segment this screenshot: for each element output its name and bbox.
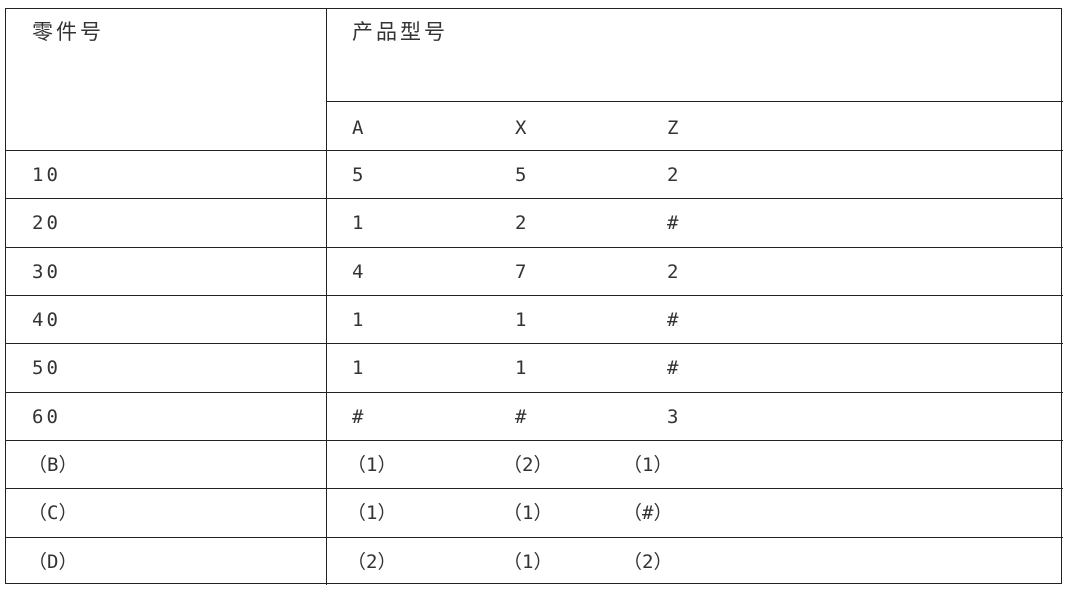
row-divider [5, 343, 1063, 344]
quantity-cell: （1） [623, 454, 673, 476]
parts-table [5, 8, 1062, 584]
part-number-cell: 50 [32, 357, 61, 379]
row-divider [5, 150, 1063, 151]
quantity-cell: （1） [347, 454, 397, 476]
quantity-cell: （1） [503, 502, 553, 524]
quantity-cell: # [667, 309, 679, 331]
quantity-cell: 4 [352, 261, 364, 283]
quantity-cell: （#） [623, 502, 673, 524]
row-divider [5, 488, 1063, 489]
row-divider [5, 295, 1063, 296]
row-divider [5, 198, 1063, 199]
header-part-no: 零件号 [32, 20, 104, 44]
row-divider [5, 537, 1063, 538]
quantity-cell: 1 [352, 309, 364, 331]
header-model-x: X [515, 117, 527, 139]
part-number-cell: 10 [32, 164, 61, 186]
quantity-cell: （2） [623, 551, 673, 573]
quantity-cell: （1） [347, 502, 397, 524]
quantity-cell: 1 [515, 309, 527, 331]
part-number-cell: 60 [32, 406, 61, 428]
quantity-cell: 2 [667, 261, 679, 283]
quantity-cell: 1 [352, 212, 364, 234]
quantity-cell: 7 [515, 261, 527, 283]
part-number-cell: （B） [28, 454, 78, 476]
part-number-cell: 20 [32, 212, 61, 234]
part-number-cell: 40 [32, 309, 61, 331]
quantity-cell: 5 [352, 164, 364, 186]
header-model-z: Z [667, 117, 679, 139]
quantity-cell: # [667, 357, 679, 379]
quantity-cell: 1 [352, 357, 364, 379]
quantity-cell: （1） [503, 551, 553, 573]
quantity-cell: （2） [503, 454, 553, 476]
row-divider [5, 440, 1063, 441]
quantity-cell: 2 [667, 164, 679, 186]
row-divider [5, 392, 1063, 393]
quantity-cell: 1 [515, 357, 527, 379]
quantity-cell: # [515, 406, 527, 428]
quantity-cell: （2） [347, 551, 397, 573]
quantity-cell: 5 [515, 164, 527, 186]
part-number-cell: 30 [32, 261, 61, 283]
part-number-cell: （C） [28, 502, 78, 524]
column-divider [326, 8, 327, 585]
quantity-cell: 3 [667, 406, 679, 428]
part-number-cell: （D） [28, 551, 78, 573]
header-model-a: A [352, 117, 364, 139]
row-divider [5, 247, 1063, 248]
quantity-cell: 2 [515, 212, 527, 234]
header-divider [326, 101, 1063, 102]
quantity-cell: # [667, 212, 679, 234]
header-product-model: 产品型号 [352, 20, 448, 44]
quantity-cell: # [352, 406, 364, 428]
